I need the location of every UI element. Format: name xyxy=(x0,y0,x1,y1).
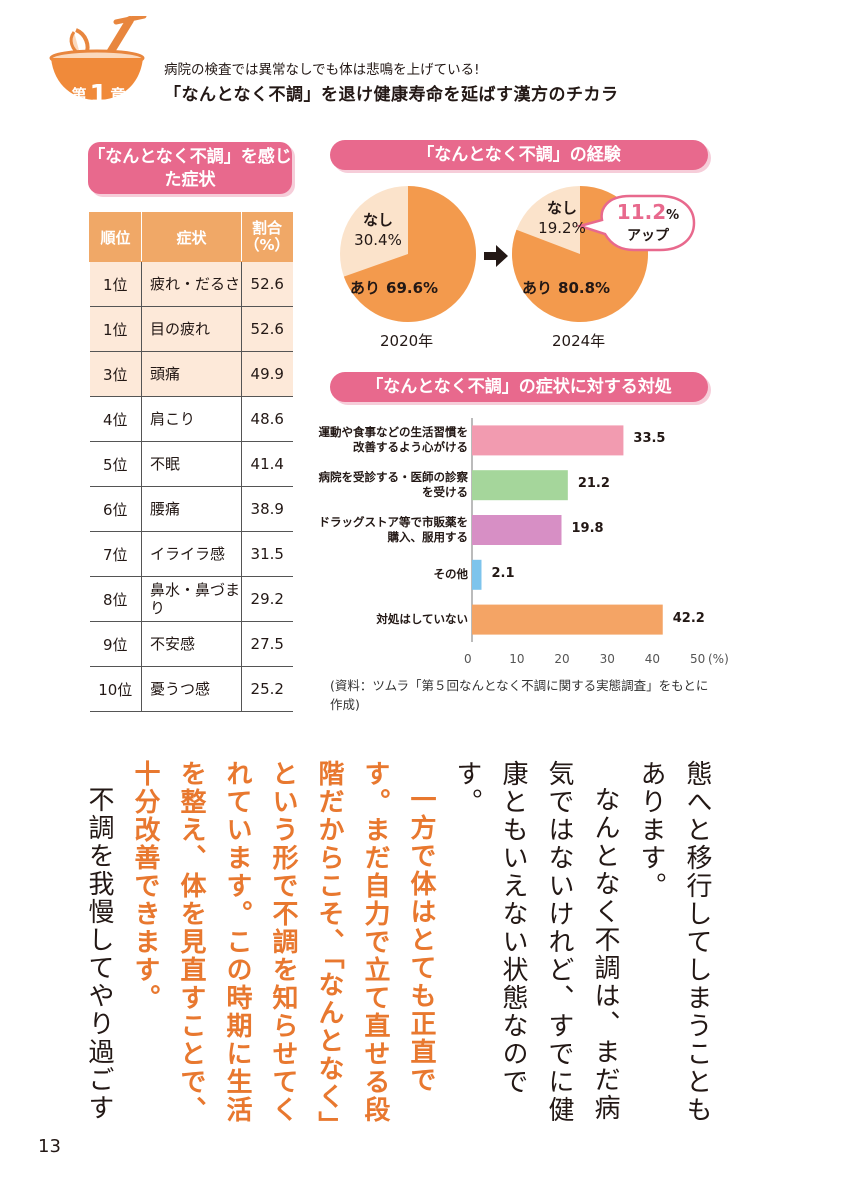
body-paragraph-emphasis: 一方で体はとても正直です。まだ自力で立て直せる段階だからこそ、「なんとなく」とい… xyxy=(130,760,436,1139)
experience-pie-charts: あり 69.6% なし 30.4% 2020年 あり 80.8% なし 19.2% 2024年 11… xyxy=(330,176,710,356)
table-cell-value: 41.4 xyxy=(241,441,293,487)
table-row: 3位 頭痛 49.9 xyxy=(89,351,293,397)
table-row: 1位 目の疲れ 52.6 xyxy=(89,306,293,352)
table-row: 10位 憂うつ感 25.2 xyxy=(89,666,293,712)
bar-value-label: 42.2 xyxy=(672,610,705,626)
bar-chart-canvas xyxy=(471,418,663,642)
callout-text: 11.2% アップ xyxy=(616,200,680,244)
x-tick-label: 10 xyxy=(509,652,525,666)
coping-bar-chart: 33.5 運動や食事などの生活習慣を改善するよう心がける 21.2 病院を受診する・医… xyxy=(300,410,740,700)
table-cell-rank: 3位 xyxy=(89,351,142,397)
pie-label-yes: あり 69.6% xyxy=(350,279,439,297)
chart-source-note: (資料：ツムラ「第５回なんとなく不調に関する実態調査」をもとに作成) xyxy=(330,678,709,712)
table-cell-symptom: 目の疲れ xyxy=(141,306,242,352)
symptom-ranking-table: 順位 症状 割合（%） 1位 疲れ・だるさ 52.6 1位 目の疲れ 52.6 3位 頭痛 49… xyxy=(89,212,293,712)
table-cell-symptom: 頭痛 xyxy=(141,351,242,397)
header-subtitle: 病院の検査では異常なしでも体は悲鳴を上げている! xyxy=(164,62,480,78)
table-cell-value: 52.6 xyxy=(241,261,293,307)
chapter-label: 第1 章 xyxy=(71,80,127,110)
table-cell-rank: 10位 xyxy=(89,666,142,712)
table-cell-value: 49.9 xyxy=(241,351,293,397)
bar xyxy=(472,470,568,501)
body-paragraph: 態へと移行してしまうこともあります。 xyxy=(636,760,712,1124)
bar-category-label: 運動や食事などの生活習慣を改善するよう心がける xyxy=(318,425,469,455)
table-cell-rank: 7位 xyxy=(89,531,142,577)
table-cell-symptom: 不安感 xyxy=(141,621,242,667)
bar xyxy=(472,604,663,635)
table-cell-rank: 5位 xyxy=(89,441,142,487)
x-tick-label: 40 xyxy=(644,652,661,666)
table-cell-value: 29.2 xyxy=(241,576,293,622)
bar-value-label: 2.1 xyxy=(491,565,515,581)
table-cell-value: 27.5 xyxy=(241,621,293,667)
bar-value-label: 21.2 xyxy=(577,476,610,492)
table-cell-symptom: 腰痛 xyxy=(141,486,242,532)
bar xyxy=(472,559,482,590)
column-header: 割合（%） xyxy=(241,212,293,262)
table-row: 6位 腰痛 38.9 xyxy=(89,486,293,532)
table-cell-value: 25.2 xyxy=(241,666,293,712)
table-cell-value: 31.5 xyxy=(241,531,293,577)
pie-year-label: 2020年 xyxy=(380,332,434,350)
callout-bubble xyxy=(575,194,696,252)
pie-label-none: なし 30.4% xyxy=(354,211,402,249)
table-cell-value: 38.9 xyxy=(241,486,293,532)
pie-year-label: 2024年 xyxy=(552,332,606,350)
bar-category-label: 対処はしていない xyxy=(376,612,468,627)
x-tick-label: 20 xyxy=(554,652,570,666)
table-row: 9位 不安感 27.5 xyxy=(89,621,293,667)
table-cell-rank: 4位 xyxy=(89,396,142,442)
table-row: 7位 イライラ感 31.5 xyxy=(89,531,293,577)
body-paragraph: 不調を我慢してやり過ごすのではなく、きちんと向き合い、整えていく。そこから本当の… xyxy=(84,786,114,1122)
pie-label-yes: あり 80.8% xyxy=(522,279,611,297)
table-cell-symptom: 憂うつ感 xyxy=(141,666,242,712)
x-tick-label: 30 xyxy=(599,652,615,666)
table-cell-value: 48.6 xyxy=(241,396,293,442)
table-cell-rank: 9位 xyxy=(89,621,142,667)
coping-chart-title: 「なんとなく不調」の症状に対する対処 xyxy=(330,372,708,402)
x-tick-label: 0 xyxy=(464,652,472,666)
table-cell-symptom: イライラ感 xyxy=(141,531,242,577)
bar-category-label: ドラッグストア等で市販薬を購入、服用する xyxy=(318,515,469,544)
body-paragraph: なんとなく不調は、まだ病気ではないけれど、すでに健康ともいえない状態なのです。 xyxy=(452,760,620,1124)
pie-slice-yes xyxy=(343,186,476,322)
page-number: 13 xyxy=(38,1136,61,1157)
table-row: 1位 疲れ・だるさ 52.6 xyxy=(89,261,293,307)
column-header: 順位 xyxy=(89,212,142,262)
chapter-emblem: 第1 章 xyxy=(46,16,148,110)
x-axis-unit: (%) xyxy=(708,652,729,666)
table-row: 4位 肩こり 48.6 xyxy=(89,396,293,442)
body-text: 態へと移行してしまうこともあります。 なんとなく不調は、まだ病気ではないけれど、… xyxy=(80,760,720,1140)
bar-value-label: 33.5 xyxy=(633,431,666,447)
table-header-row: 順位 症状 割合（%） xyxy=(89,212,293,262)
bar-category-label: その他 xyxy=(433,567,469,582)
table-cell-symptom: 不眠 xyxy=(141,441,242,487)
table-cell-symptom: 鼻水・鼻づまり xyxy=(141,576,242,622)
bar-value-label: 19.8 xyxy=(571,521,604,536)
x-tick-label: 50 xyxy=(690,652,706,666)
pie-label-none: なし 19.2% xyxy=(538,199,586,237)
table-cell-rank: 8位 xyxy=(89,576,142,622)
table-row: 5位 不眠 41.4 xyxy=(89,441,293,487)
table-cell-rank: 1位 xyxy=(89,261,142,307)
pie-chart-canvas xyxy=(340,186,696,322)
table-row: 8位 鼻水・鼻づまり 29.2 xyxy=(89,576,293,622)
bar xyxy=(472,425,624,456)
table-cell-symptom: 肩こり xyxy=(141,396,242,442)
bar-category-label: 病院を受診する・医師の診察を受ける xyxy=(318,470,469,500)
experience-chart-title: 「なんとなく不調」の経験 xyxy=(330,140,708,170)
symptom-table-title: 「なんとなく不調」を感じた症状 xyxy=(88,142,292,194)
table-cell-rank: 6位 xyxy=(89,486,142,532)
bar xyxy=(472,515,562,545)
header-title: 「なんとなく不調」を退け健康寿命を延ばす漢方のチカラ xyxy=(164,85,619,105)
mortar-icon xyxy=(49,16,147,100)
table-cell-symptom: 疲れ・だるさ xyxy=(141,261,242,307)
table-cell-rank: 1位 xyxy=(89,306,142,352)
table-cell-value: 52.6 xyxy=(241,306,293,352)
column-header: 症状 xyxy=(141,212,242,262)
arrow-right-icon xyxy=(484,245,508,267)
